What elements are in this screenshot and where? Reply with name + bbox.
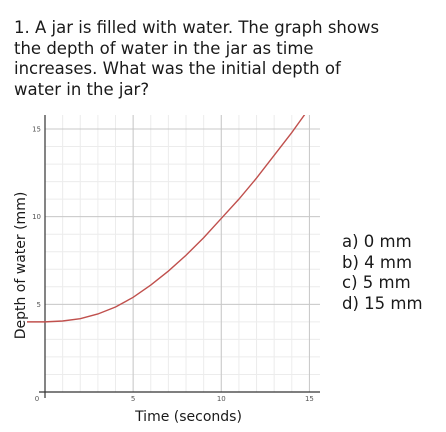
question-line: 1. A jar is filled with water. The graph… [14, 18, 380, 37]
y-tick-label: 10 [32, 213, 41, 221]
x-axis-label: Time (seconds) [134, 409, 242, 425]
x-tick-label: 10 [217, 395, 226, 403]
series-line [26, 115, 306, 323]
choice-b[interactable]: b) 4 mm [342, 252, 413, 272]
question-line: increases. What was the initial depth of [14, 59, 341, 78]
y-axis-label: Depth of water (mm) [13, 192, 29, 340]
x-tick-label: 5 [131, 395, 135, 403]
question-line: water in the jar? [14, 79, 150, 99]
question-line: the depth of water in the jar as time [14, 38, 314, 58]
x-tick-label: 0 [35, 395, 39, 403]
y-tick-label: 5 [37, 301, 41, 309]
answer-choices: a) 0 mm b) 4 mm c) 5 mm d) 15 mm [342, 232, 423, 314]
choice-c[interactable]: c) 5 mm [342, 273, 411, 292]
x-tick-label: 15 [305, 395, 314, 403]
y-tick-label: 15 [32, 126, 41, 134]
choice-a[interactable]: a) 0 mm [342, 232, 412, 251]
question-text: 1. A jar is filled with water. The graph… [14, 18, 434, 100]
choice-d[interactable]: d) 15 mm [342, 293, 423, 313]
